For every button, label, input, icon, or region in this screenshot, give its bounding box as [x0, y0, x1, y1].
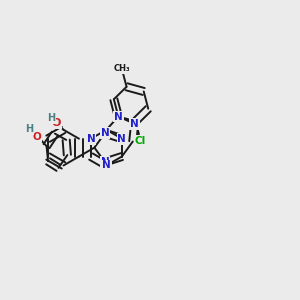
Text: O: O	[52, 118, 61, 128]
Text: N: N	[130, 119, 139, 129]
Text: H: H	[48, 113, 56, 123]
Text: O: O	[32, 132, 41, 142]
Text: N: N	[87, 134, 95, 144]
Text: N: N	[118, 134, 126, 144]
Text: H: H	[26, 124, 34, 134]
Text: N: N	[102, 160, 111, 170]
Text: N: N	[114, 112, 123, 122]
Text: N: N	[100, 157, 109, 167]
Text: Cl: Cl	[135, 136, 146, 146]
Text: CH₃: CH₃	[113, 64, 130, 73]
Text: N: N	[100, 128, 109, 138]
